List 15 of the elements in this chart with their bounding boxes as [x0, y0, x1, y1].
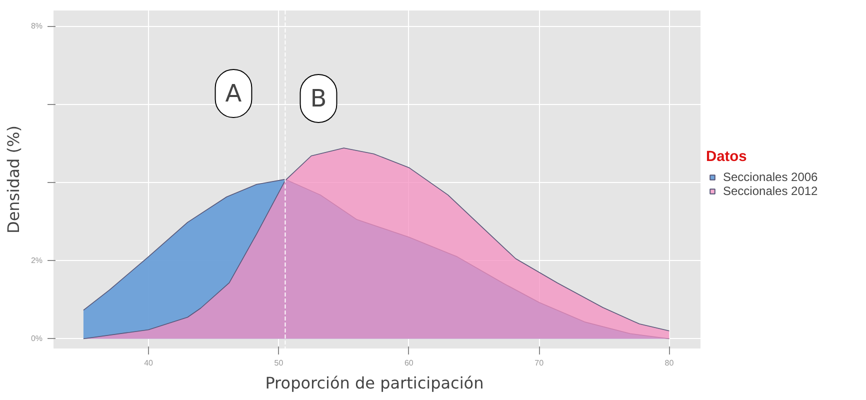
y-axis-title: Densidad (%)	[4, 126, 23, 234]
x-tick-label: 80	[664, 358, 674, 368]
annotation: B	[310, 84, 327, 112]
y-tick-label: 2%	[30, 256, 42, 266]
x-tick-label: 40	[144, 358, 154, 368]
x-axis-title: Proporción de participación	[265, 374, 484, 392]
y-tick-label: 0%	[30, 334, 42, 344]
x-tick-label: 50	[274, 358, 284, 368]
x-tick-label: 70	[534, 358, 544, 368]
y-tick-label: 8%	[30, 22, 42, 31]
legend-label: Seccionales 2012	[723, 184, 818, 198]
legend-label: Seccionales 2006	[723, 170, 818, 184]
x-tick-label: 60	[404, 358, 414, 368]
legend-title: Datos	[706, 149, 748, 165]
annotation: A	[225, 80, 242, 108]
